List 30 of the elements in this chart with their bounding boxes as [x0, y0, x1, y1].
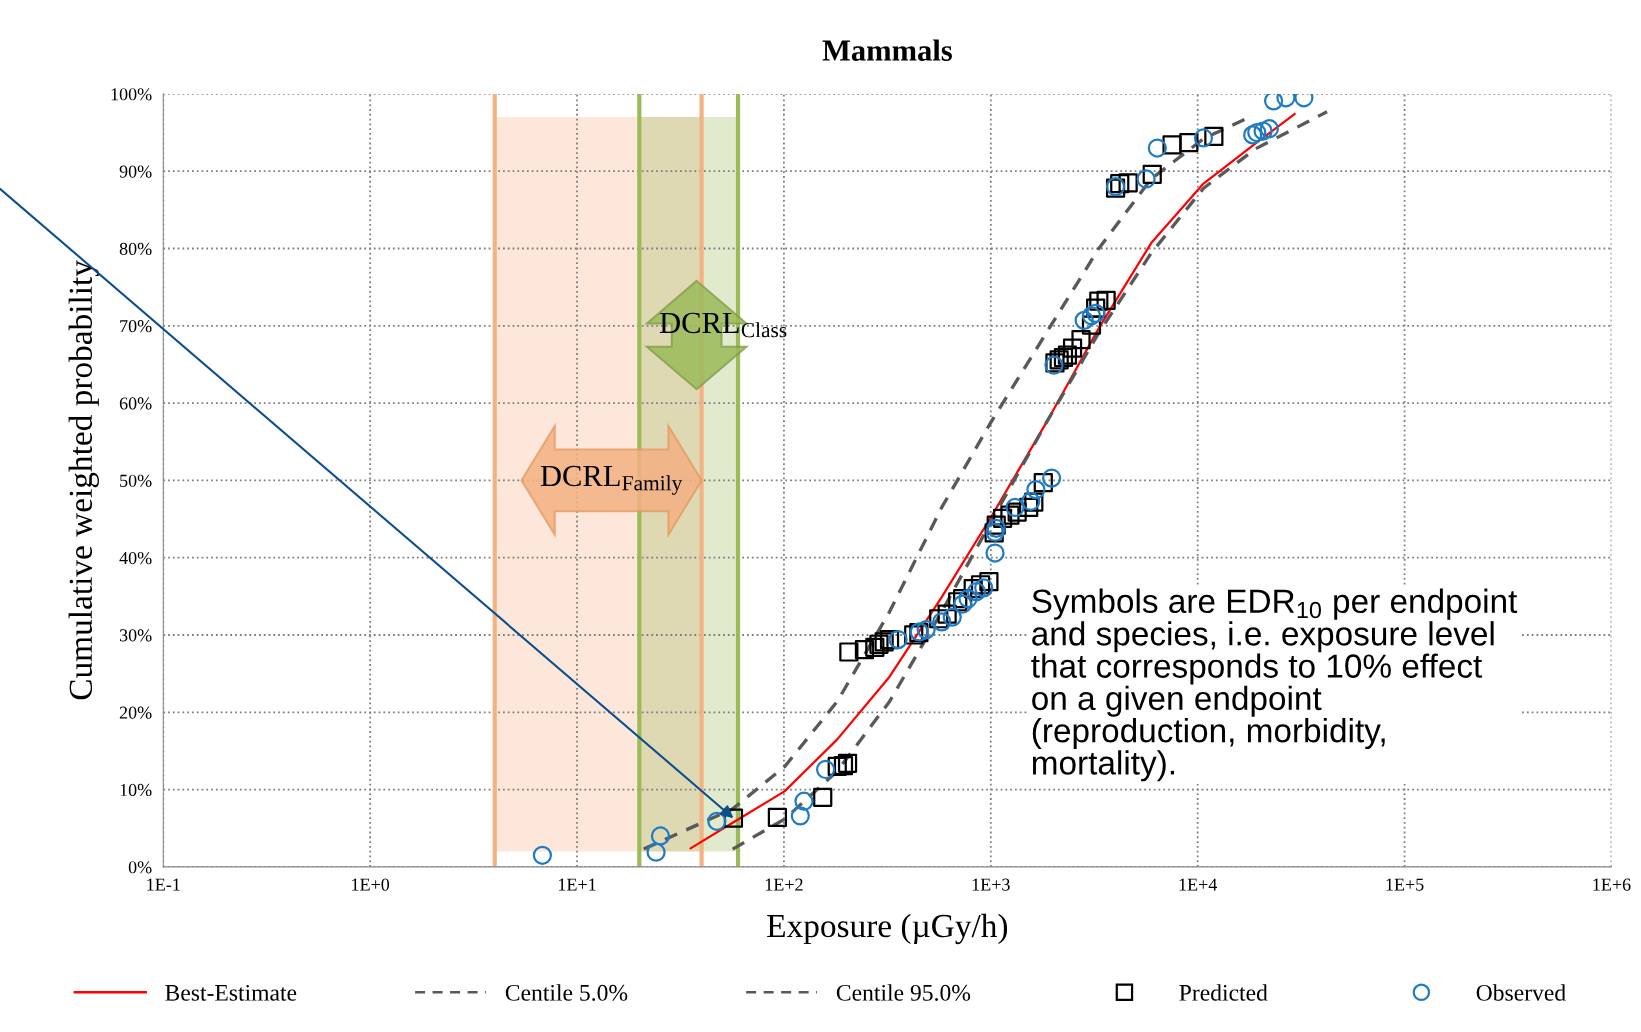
- y-tick-label: 100%: [111, 88, 152, 101]
- legend-label: Best-Estimate: [165, 984, 297, 1001]
- y-tick-label: 40%: [119, 551, 152, 565]
- legend-label: Centile 95.0%: [836, 984, 971, 1001]
- y-tick-label: 70%: [120, 320, 152, 333]
- x-tick-label: 1E+0: [352, 878, 390, 891]
- legend-label: Observed: [1476, 984, 1566, 1001]
- y-tick-label: 20%: [119, 706, 152, 719]
- x-tick-label: 1E+3: [972, 878, 1010, 891]
- x-tick-label: 1E+1: [559, 878, 596, 891]
- annotation: DCRL$_{Family}$: [540, 465, 683, 495]
- annotation: DCRL$_{Class}$: [659, 312, 787, 338]
- legend-label: Predicted: [1179, 984, 1268, 1001]
- y-tick-label: 10%: [120, 783, 152, 797]
- x-tick-label: 1E+2: [765, 878, 803, 891]
- x-tick-label: 1E+6: [1593, 878, 1631, 891]
- y-tick-label: 30%: [119, 629, 152, 642]
- y-tick-label: 50%: [120, 474, 152, 487]
- x-axis-title: Exposure (µGy/h): [767, 913, 1008, 945]
- legend-label: Centile 5.0%: [505, 984, 628, 1001]
- chart-title: Mammals: [822, 39, 952, 61]
- y-tick-label: 90%: [119, 165, 152, 178]
- x-tick-label: 1E-1: [147, 878, 180, 891]
- x-tick-label: 1E+4: [1179, 878, 1218, 891]
- y-tick-label: 80%: [119, 242, 152, 256]
- y-tick-label: 0%: [128, 861, 152, 874]
- x-tick-label: 1E+5: [1386, 878, 1424, 891]
- annotation: Symbols are EDR$_{10}$ per endpoint and species, i.e. exposure level that corresponds to 10% effect on a given endpoint (reproduction, morbidity, mortality).: [1031, 588, 1518, 782]
- y-axis-title: Cumulative weighted probability: [68, 260, 99, 700]
- y-tick-label: 60%: [119, 397, 152, 410]
